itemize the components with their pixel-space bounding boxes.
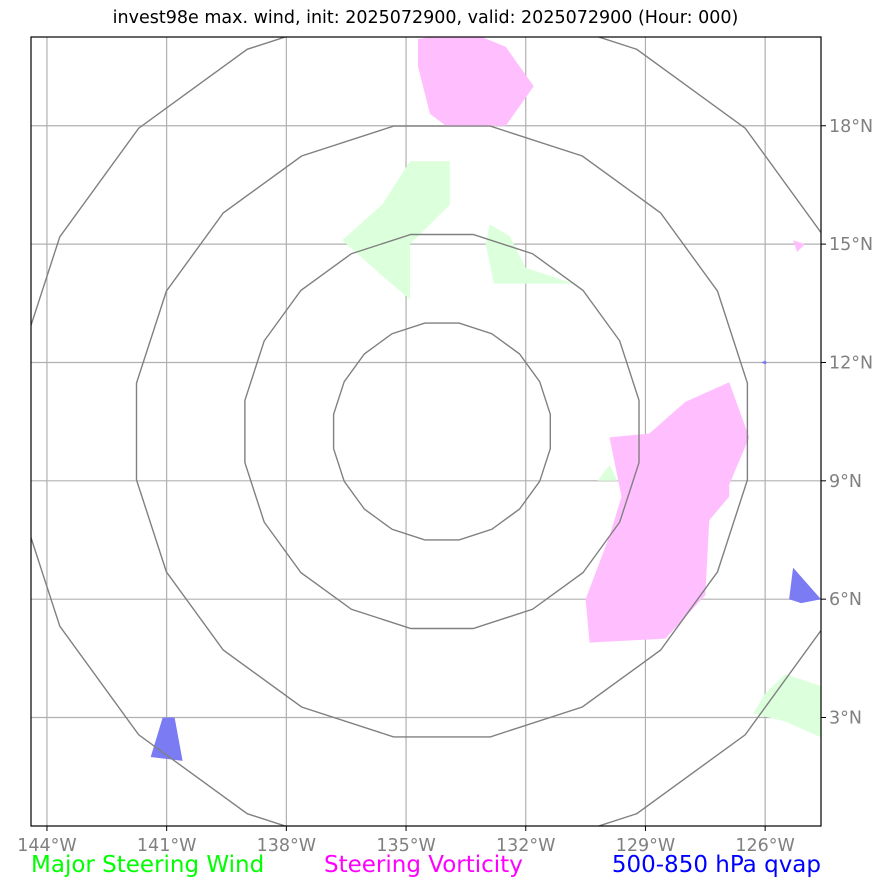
lon-tick-label: 141°W	[137, 836, 196, 856]
shaded-regions	[150, 37, 821, 761]
legend-qvap: 500-850 hPa qvap	[611, 852, 821, 878]
lon-tick-label: 144°W	[17, 836, 76, 856]
vorticity-region	[585, 382, 750, 643]
range-ring	[244, 233, 640, 630]
lon-tick-label: 135°W	[376, 836, 435, 856]
lon-tick-label: 138°W	[257, 836, 316, 856]
vorticity-region	[418, 37, 534, 126]
qvap-region	[761, 360, 768, 365]
map-title: invest98e max. wind, init: 2025072900, v…	[112, 8, 739, 28]
steering-wind-region	[753, 674, 821, 738]
legend-steering-vorticity: Steering Vorticity	[324, 852, 523, 878]
range-ring	[332, 322, 551, 541]
lat-tick-label: 3°N	[829, 709, 862, 729]
lat-tick-label: 15°N	[829, 235, 873, 255]
lon-tick-label: 132°W	[496, 836, 555, 856]
steering-wind-region	[342, 161, 450, 300]
lat-tick-label: 6°N	[829, 590, 862, 610]
axis-ticks: 144°W 141°W 138°W 135°W 132°W 129°W 126°W 3°N 6°…	[17, 117, 873, 856]
range-ring	[135, 125, 749, 738]
plot-frame	[30, 36, 822, 827]
steering-wind-region	[485, 224, 574, 284]
lat-tick-label: 18°N	[829, 117, 873, 137]
qvap-region	[789, 567, 821, 604]
range-rings	[31, 37, 821, 826]
lat-tick-label: 12°N	[829, 353, 873, 373]
lon-tick-label: 126°W	[735, 836, 794, 856]
range-ring	[31, 37, 821, 826]
lon-tick-label: 129°W	[616, 836, 675, 856]
vorticity-region	[793, 240, 805, 252]
legend-steering-wind: Major Steering Wind	[31, 852, 265, 878]
lat-tick-label: 9°N	[829, 472, 862, 492]
steering-wind-region	[597, 465, 618, 481]
